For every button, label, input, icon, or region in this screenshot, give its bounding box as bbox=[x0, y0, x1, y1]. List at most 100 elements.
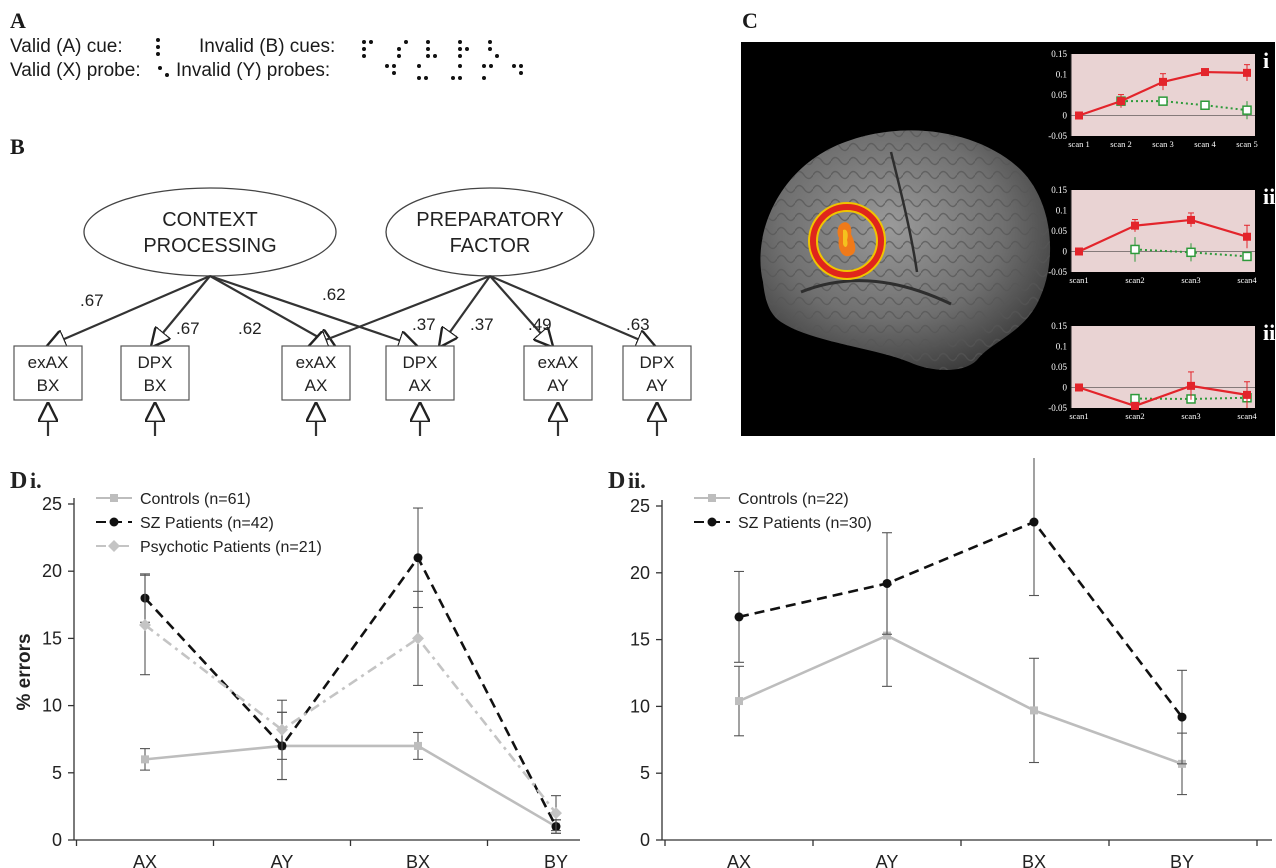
factor-context-line2: PROCESSING bbox=[143, 235, 276, 257]
data-point bbox=[735, 697, 743, 706]
indicator-box-2 bbox=[281, 345, 351, 401]
inset-xtick: scan2 bbox=[1125, 275, 1144, 285]
path-context-exaxbx bbox=[48, 274, 211, 346]
legend-label: Controls (n=22) bbox=[738, 491, 849, 508]
valid-probe-label: Valid (X) probe: bbox=[10, 60, 141, 81]
inset-ytick: -0.05 bbox=[1048, 267, 1067, 277]
factor-ellipse-context bbox=[83, 187, 337, 277]
y-tick-label: 10 bbox=[630, 696, 650, 716]
data-point bbox=[110, 494, 118, 502]
indicator-box-line1: DPX bbox=[403, 353, 438, 372]
braille-invalid-cue-2-icon bbox=[397, 40, 409, 58]
inset-xtick: scan 3 bbox=[1152, 139, 1173, 149]
data-point bbox=[109, 517, 119, 527]
inset-xtick: scan4 bbox=[1237, 275, 1257, 285]
indicator-box-line1: DPX bbox=[138, 353, 173, 372]
braille-invalid-probe-2-icon bbox=[417, 64, 429, 82]
panel-a-letter: A bbox=[10, 8, 26, 33]
braille-valid-probe-icon bbox=[158, 66, 170, 78]
data-point bbox=[707, 517, 717, 527]
loading-exaxbx: .67 bbox=[80, 291, 104, 310]
data-point bbox=[882, 578, 892, 588]
x-tick-label: BY bbox=[544, 852, 568, 868]
data-point bbox=[139, 618, 151, 631]
inset-ytick: 0.15 bbox=[1051, 321, 1067, 331]
invalid-probes-label: Invalid (Y) probes: bbox=[176, 60, 331, 81]
inset-green-point bbox=[1130, 244, 1140, 255]
data-point bbox=[1030, 706, 1038, 715]
inset-red-point bbox=[1243, 68, 1251, 77]
inset-green-point bbox=[1242, 105, 1252, 115]
inset-red-line bbox=[1078, 384, 1248, 408]
inset-label: i bbox=[1263, 48, 1269, 73]
data-point bbox=[1029, 517, 1039, 527]
legend-label: Controls (n=61) bbox=[140, 491, 251, 508]
data-point bbox=[276, 723, 288, 736]
inset-red-point bbox=[1187, 215, 1195, 224]
invalid-cues-label: Invalid (B) cues: bbox=[199, 36, 336, 57]
indicator-box-5 bbox=[622, 345, 692, 401]
path-context-dpxax bbox=[209, 274, 416, 346]
inset-ytick: 0.1 bbox=[1056, 342, 1067, 352]
loading-prep-dpxax: .37 bbox=[470, 315, 494, 334]
inset-ytick: -0.05 bbox=[1048, 403, 1067, 413]
inset-red-point bbox=[1075, 383, 1083, 392]
x-tick-label: AX bbox=[133, 852, 157, 868]
y-tick-label: 10 bbox=[42, 696, 62, 716]
inset-red-point bbox=[1187, 381, 1195, 390]
loading-context-exaxax: .62 bbox=[238, 319, 262, 338]
legend-label: SZ Patients (n=30) bbox=[738, 515, 872, 532]
x-tick-label: BY bbox=[1170, 852, 1194, 868]
inset-xtick: scan 2 bbox=[1110, 139, 1131, 149]
series-line bbox=[738, 634, 1183, 766]
inset-green-point bbox=[1130, 393, 1140, 404]
x-tick-label: AY bbox=[876, 852, 899, 868]
data-point bbox=[413, 553, 423, 563]
indicator-box-line2: AX bbox=[409, 376, 432, 395]
indicator-box-0 bbox=[13, 345, 83, 401]
inset-ytick: 0.05 bbox=[1051, 362, 1067, 372]
inset-red-point bbox=[1131, 401, 1139, 410]
indicator-box-line1: exAX bbox=[28, 353, 69, 372]
factor-context-line1: CONTEXT bbox=[162, 209, 258, 231]
data-point bbox=[412, 632, 424, 645]
indicator-box-line1: DPX bbox=[640, 353, 675, 372]
series-line bbox=[144, 744, 557, 828]
indicator-box-line2: BX bbox=[144, 376, 167, 395]
data-point bbox=[734, 612, 744, 622]
inset-xtick: scan4 bbox=[1237, 411, 1257, 421]
factor-preparatory-line2: FACTOR bbox=[450, 235, 531, 257]
x-tick-label: AX bbox=[727, 852, 751, 868]
inset-xtick: scan 1 bbox=[1068, 139, 1089, 149]
y-tick-label: 5 bbox=[52, 763, 62, 783]
x-tick-label: AY bbox=[271, 852, 294, 868]
activation-circle-icon bbox=[808, 202, 886, 280]
path-prep-dpxay bbox=[489, 274, 654, 346]
inset-red-point bbox=[1201, 68, 1209, 77]
path-diagram: CONTEXT PROCESSING PREPARATORY FACTOR .6… bbox=[13, 187, 692, 436]
y-tick-label: 20 bbox=[42, 561, 62, 581]
indicator-box-line1: exAX bbox=[538, 353, 579, 372]
inset-red-line bbox=[1078, 218, 1248, 253]
chart-panel-label: i. bbox=[30, 468, 42, 493]
path-prep-exaxax bbox=[310, 274, 491, 346]
indicator-box-3 bbox=[385, 345, 455, 401]
factor-preparatory-line1: PREPARATORY bbox=[416, 209, 563, 231]
series-line bbox=[144, 555, 558, 828]
inset-xtick: scan2 bbox=[1125, 411, 1144, 421]
inset-green-point bbox=[1242, 251, 1252, 262]
path-context-dpxbx bbox=[152, 275, 211, 346]
inset-label: ii bbox=[1263, 184, 1275, 209]
y-tick-label: 25 bbox=[42, 494, 62, 514]
y-axis-label: % errors bbox=[14, 633, 35, 710]
inset-green-point bbox=[1158, 96, 1168, 106]
path-prep-exaxay bbox=[489, 275, 552, 346]
y-tick-label: 0 bbox=[52, 830, 62, 850]
inset-red-point bbox=[1075, 111, 1083, 120]
braille-invalid-probe-5-icon bbox=[512, 64, 524, 76]
inset-red-point bbox=[1243, 390, 1251, 399]
series-line bbox=[144, 623, 558, 814]
inset-xtick: scan1 bbox=[1069, 411, 1088, 421]
